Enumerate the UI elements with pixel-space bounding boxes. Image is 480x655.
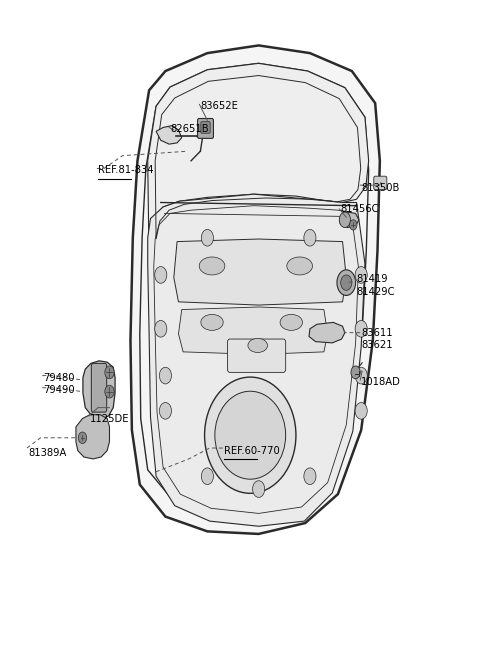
Text: 82651B: 82651B xyxy=(170,124,209,134)
Polygon shape xyxy=(174,239,346,305)
Circle shape xyxy=(304,468,316,485)
FancyBboxPatch shape xyxy=(374,176,387,190)
Polygon shape xyxy=(309,322,345,343)
Text: 1018AD: 1018AD xyxy=(361,377,401,387)
Circle shape xyxy=(105,385,114,398)
Circle shape xyxy=(304,229,316,246)
Text: REF.60-770: REF.60-770 xyxy=(224,445,279,456)
Text: 83611: 83611 xyxy=(361,328,393,337)
Circle shape xyxy=(351,366,360,379)
Circle shape xyxy=(355,367,367,384)
Circle shape xyxy=(355,267,367,283)
Circle shape xyxy=(339,212,350,227)
Polygon shape xyxy=(156,126,182,144)
Circle shape xyxy=(105,366,114,379)
Polygon shape xyxy=(131,45,380,534)
Text: 83652E: 83652E xyxy=(200,102,238,111)
Text: 83621: 83621 xyxy=(361,341,393,350)
Circle shape xyxy=(337,270,356,295)
Circle shape xyxy=(341,275,352,290)
Circle shape xyxy=(155,267,167,283)
Text: 81389A: 81389A xyxy=(28,447,66,457)
Circle shape xyxy=(159,367,171,384)
Polygon shape xyxy=(148,194,365,526)
Text: REF.81-834: REF.81-834 xyxy=(98,166,153,176)
Circle shape xyxy=(252,481,264,497)
Ellipse shape xyxy=(215,391,286,479)
Polygon shape xyxy=(179,307,328,354)
Circle shape xyxy=(355,320,367,337)
Ellipse shape xyxy=(199,257,225,275)
Polygon shape xyxy=(148,64,369,263)
FancyBboxPatch shape xyxy=(201,122,210,133)
Ellipse shape xyxy=(201,314,223,330)
Ellipse shape xyxy=(248,339,267,352)
Ellipse shape xyxy=(287,257,312,275)
Text: 81456C: 81456C xyxy=(340,204,379,214)
Circle shape xyxy=(159,403,171,419)
FancyBboxPatch shape xyxy=(228,339,286,373)
Circle shape xyxy=(349,220,357,230)
Text: 79490: 79490 xyxy=(43,384,75,395)
Text: 79480: 79480 xyxy=(43,373,75,383)
Ellipse shape xyxy=(204,377,296,493)
Text: 81350B: 81350B xyxy=(361,183,399,193)
FancyBboxPatch shape xyxy=(91,364,107,412)
Circle shape xyxy=(78,432,87,443)
Text: 81429C: 81429C xyxy=(357,288,395,297)
Polygon shape xyxy=(76,415,109,459)
Ellipse shape xyxy=(280,314,302,330)
Polygon shape xyxy=(340,212,359,227)
Circle shape xyxy=(355,403,367,419)
Polygon shape xyxy=(83,361,115,419)
FancyBboxPatch shape xyxy=(198,119,214,138)
Text: 1125DE: 1125DE xyxy=(90,413,130,424)
Circle shape xyxy=(155,320,167,337)
Circle shape xyxy=(201,468,214,485)
Text: 81419: 81419 xyxy=(357,274,388,284)
Circle shape xyxy=(201,229,214,246)
